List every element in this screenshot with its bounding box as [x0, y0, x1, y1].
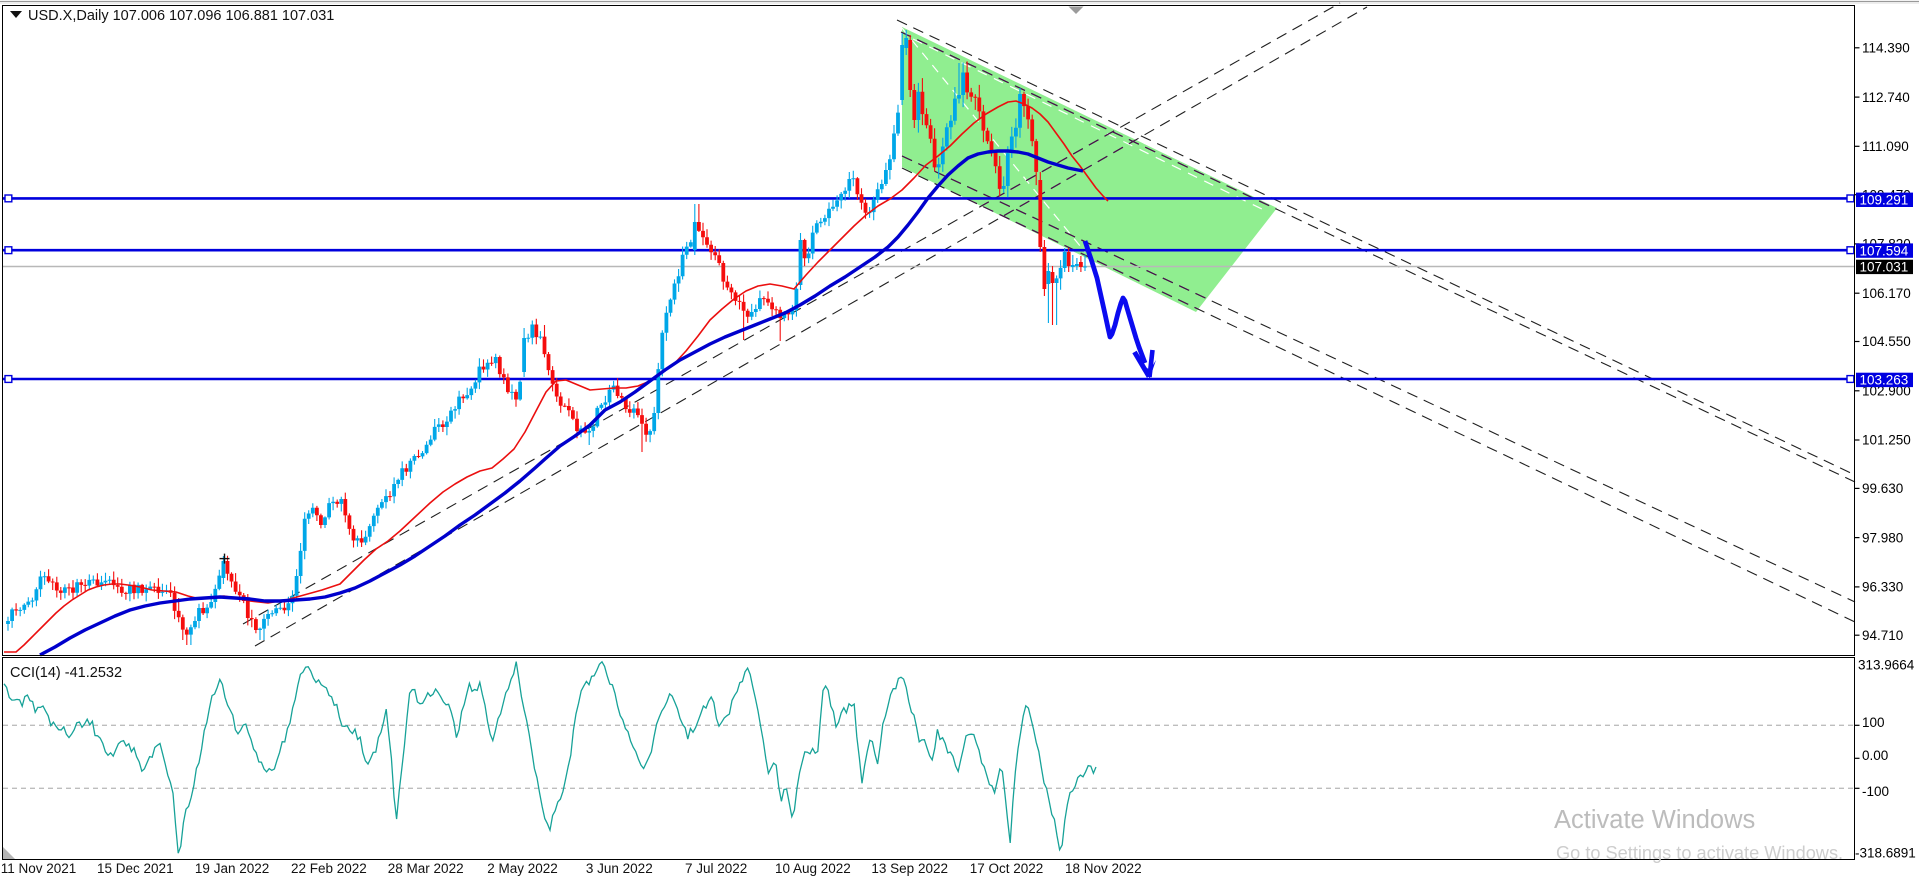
- svg-text:0.00: 0.00: [1862, 748, 1888, 763]
- svg-text:-318.6891: -318.6891: [1855, 846, 1916, 861]
- svg-text:Activate Windows: Activate Windows: [1554, 806, 1755, 834]
- svg-text:107.031: 107.031: [1860, 260, 1909, 275]
- svg-text:94.710: 94.710: [1862, 628, 1903, 643]
- svg-text:112.740: 112.740: [1862, 90, 1910, 105]
- svg-text:107.594: 107.594: [1860, 243, 1909, 258]
- svg-text:106.170: 106.170: [1862, 286, 1911, 301]
- svg-text:114.390: 114.390: [1862, 41, 1910, 56]
- svg-text:USD.X,Daily 107.006 107.096 1: USD.X,Daily 107.006 107.096 106.881 107.…: [28, 8, 334, 24]
- svg-text:19 Jan 2022: 19 Jan 2022: [195, 861, 269, 876]
- svg-text:109.291: 109.291: [1860, 193, 1909, 208]
- svg-text:313.9664: 313.9664: [1858, 658, 1915, 673]
- svg-text:99.630: 99.630: [1862, 481, 1903, 496]
- svg-text:100: 100: [1862, 715, 1885, 730]
- svg-text:10 Aug 2022: 10 Aug 2022: [775, 861, 851, 876]
- svg-text:3 Jun 2022: 3 Jun 2022: [586, 861, 653, 876]
- svg-text:101.250: 101.250: [1862, 433, 1911, 448]
- svg-text:15 Dec 2021: 15 Dec 2021: [97, 861, 174, 876]
- svg-text:104.550: 104.550: [1862, 334, 1911, 349]
- svg-text:111.090: 111.090: [1862, 139, 1909, 154]
- svg-text:Go to Settings to activate Win: Go to Settings to activate Windows.: [1556, 843, 1843, 863]
- svg-text:-100: -100: [1862, 784, 1889, 799]
- svg-text:13 Sep 2022: 13 Sep 2022: [871, 861, 948, 876]
- svg-text:103.263: 103.263: [1860, 373, 1909, 388]
- svg-text:7 Jul 2022: 7 Jul 2022: [685, 861, 747, 876]
- svg-text:28 Mar 2022: 28 Mar 2022: [388, 861, 464, 876]
- svg-text:18 Nov 2022: 18 Nov 2022: [1065, 861, 1142, 876]
- svg-text:102.900: 102.900: [1862, 384, 1911, 399]
- svg-text:96.330: 96.330: [1862, 580, 1903, 595]
- svg-text:2 May 2022: 2 May 2022: [487, 861, 558, 876]
- svg-text:CCI(14) -41.2532: CCI(14) -41.2532: [10, 665, 122, 681]
- svg-text:97.980: 97.980: [1862, 530, 1903, 545]
- svg-text:11 Nov 2021: 11 Nov 2021: [1, 861, 77, 876]
- svg-text:22 Feb 2022: 22 Feb 2022: [291, 861, 367, 876]
- svg-text:17 Oct 2022: 17 Oct 2022: [970, 861, 1044, 876]
